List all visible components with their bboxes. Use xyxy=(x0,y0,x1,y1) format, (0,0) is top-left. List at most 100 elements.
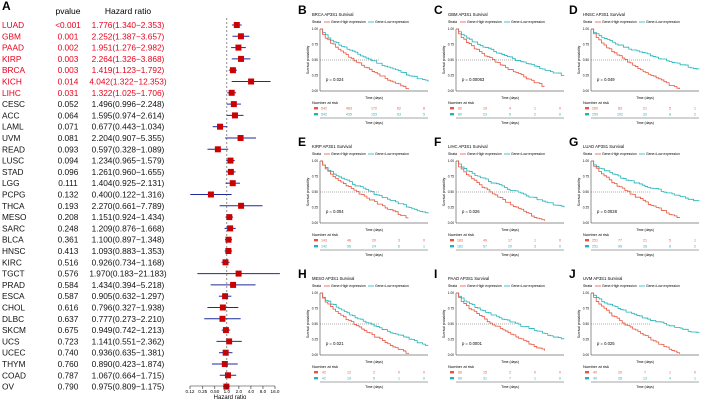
forest-hr-marker xyxy=(226,338,233,345)
km-curve-low xyxy=(591,28,700,70)
km-title: HNSC AP3S1 Survival xyxy=(583,12,625,17)
km-y-tick: 0.75 xyxy=(448,43,454,47)
km-risk-low-swatch xyxy=(314,245,318,248)
km-risk-high-value: 251 xyxy=(592,239,598,243)
forest-cancer-label: CESC xyxy=(2,99,25,109)
forest-pvalue: 0.740 xyxy=(58,348,79,358)
km-legend-low: Gene=Low expression xyxy=(646,284,680,288)
km-title: GBM AP3S1 Survival xyxy=(448,12,488,17)
km-curve-high xyxy=(591,292,680,354)
km-risk-high-value: 260 xyxy=(592,107,598,111)
km-risk-high-value: 21 xyxy=(643,107,647,111)
km-y-tick: 0.00 xyxy=(583,89,589,93)
km-legend-low: Gene=Low expression xyxy=(511,284,545,288)
km-risk-title: Number at risk xyxy=(312,100,338,105)
forest-hr-marker xyxy=(219,315,226,322)
forest-hr-marker xyxy=(230,101,237,108)
km-legend-low: Gene=Low expression xyxy=(511,152,545,156)
forest-cancer-label: UVM xyxy=(2,133,21,143)
forest-cancer-label: TGCT xyxy=(2,269,25,279)
km-legend-high: Gene=High expression xyxy=(331,20,366,24)
forest-cancer-label: LGG xyxy=(2,178,20,188)
km-title: BRCA AP3S1 Survival xyxy=(312,12,353,17)
forest-pvalue: 0.584 xyxy=(58,280,79,290)
km-risk-low-swatch xyxy=(450,245,454,248)
km-curve-low xyxy=(320,28,429,82)
km-risk-low-swatch xyxy=(585,113,589,116)
forest-hr-marker xyxy=(227,225,234,232)
km-x-label: Time (days) xyxy=(365,360,383,364)
km-risk-high-value: 0 xyxy=(559,239,561,243)
forest-cancer-label: OV xyxy=(2,382,14,392)
km-pvalue: p = 0.00063 xyxy=(462,77,485,82)
km-risk-high-value: 1 xyxy=(694,107,696,111)
forest-x-axis: 0.12 0.25 0.50 1.0 2.0 4.0 8.0 16.0 xyxy=(186,18,280,394)
km-risk-title: Number at risk xyxy=(312,364,338,369)
forest-hr-marker xyxy=(226,214,233,221)
forest-cancer-label: THYM xyxy=(2,359,26,369)
km-y-label: Survival probability xyxy=(442,309,446,338)
forest-pvalue: 0.094 xyxy=(58,156,79,166)
km-y-label: Survival probability xyxy=(306,177,310,206)
km-y-tick: 1.00 xyxy=(312,291,318,295)
forest-pvalue: <0.001 xyxy=(55,20,81,30)
forest-cancer-label: PAAD xyxy=(2,43,24,53)
km-y-tick: 0.25 xyxy=(583,74,589,78)
km-risk-low-value: 8 xyxy=(669,245,671,249)
forest-pvalue: 0.760 xyxy=(58,359,79,369)
forest-hr-text: 0.890(0.423−1.874) xyxy=(92,359,165,369)
km-risk-high-swatch xyxy=(314,107,318,110)
km-risk-high-value: 19 xyxy=(483,107,487,111)
km-y-label: Survival probability xyxy=(306,45,310,74)
forest-hr-marker xyxy=(237,135,244,141)
km-risk-high-value: 62 xyxy=(397,107,401,111)
km-risk-low-value: 28 xyxy=(618,377,622,381)
forest-hr-text: 1.776(1.340−2.353) xyxy=(92,20,165,30)
forest-pvalue: 0.576 xyxy=(58,269,79,279)
forest-hr-text: 2.204(0.907−5.355) xyxy=(92,133,165,143)
km-legend-strata: Strata xyxy=(448,20,457,24)
km-y-tick: 0.50 xyxy=(448,58,454,62)
km-risk-low-value: 33 xyxy=(643,113,647,117)
km-risk-high-value: 42 xyxy=(322,371,326,375)
km-risk-low-value: 2 xyxy=(694,245,696,249)
km-title: PAAD AP3S1 Survival xyxy=(448,276,489,281)
km-panel-b: B BRCA AP3S1 Survival Strata Gene=High expr… xyxy=(298,3,429,125)
km-pvalue: p = 0.0028 xyxy=(597,209,618,214)
forest-cancer-label: HNSC xyxy=(2,246,26,256)
km-legend-strata: Strata xyxy=(312,284,321,288)
km-y-tick: 0.75 xyxy=(312,175,318,179)
km-y-label: Survival probability xyxy=(577,45,581,74)
forest-pvalue: 0.248 xyxy=(58,223,79,233)
km-risk-high-value: 1 xyxy=(534,239,536,243)
forest-cancer-label: PCPG xyxy=(2,190,26,200)
km-risk-low-value: 3 xyxy=(534,245,536,249)
km-risk-high-value: 1 xyxy=(694,239,696,243)
forest-hr-text: 1.970(0.183−21.183) xyxy=(89,269,167,279)
km-legend-strata: Strata xyxy=(312,152,321,156)
km-risk-high-value: 172 xyxy=(371,107,377,111)
forest-hr-text: 1.141(0.551−2.362) xyxy=(92,336,165,346)
forest-cancer-label: UCEC xyxy=(2,348,26,358)
forest-hr-text: 0.949(0.742−1.213) xyxy=(92,325,165,335)
forest-hr-text: 2.252(1.387−3.657) xyxy=(92,31,165,41)
km-risk-low-swatch xyxy=(585,377,589,380)
panel-label: G xyxy=(569,135,578,149)
forest-pvalue: 0.637 xyxy=(58,314,79,324)
km-risk-low-value: 1 xyxy=(694,377,696,381)
forest-cancer-label: CHOL xyxy=(2,303,25,313)
km-risk-high-value: 0 xyxy=(534,371,536,375)
forest-pvalue: 0.052 xyxy=(58,99,79,109)
forest-hr-text: 1.322(1.025−1.706) xyxy=(92,88,165,98)
km-risk-low-value: 7 xyxy=(509,377,511,381)
forest-hr-marker xyxy=(238,55,245,62)
km-risk-low-value: 1 xyxy=(534,377,536,381)
km-risk-low-value: 4 xyxy=(669,377,671,381)
km-risk-title: Number at risk xyxy=(583,364,609,369)
forest-cancer-label: SKCM xyxy=(2,325,26,335)
forest-pvalue: 0.516 xyxy=(58,257,79,267)
forest-cancer-label: KIRP xyxy=(2,54,22,64)
km-pvalue: p = 0.0001 xyxy=(462,341,483,346)
forest-pvalue: 0.132 xyxy=(58,190,79,200)
forest-hr-marker xyxy=(224,372,231,379)
